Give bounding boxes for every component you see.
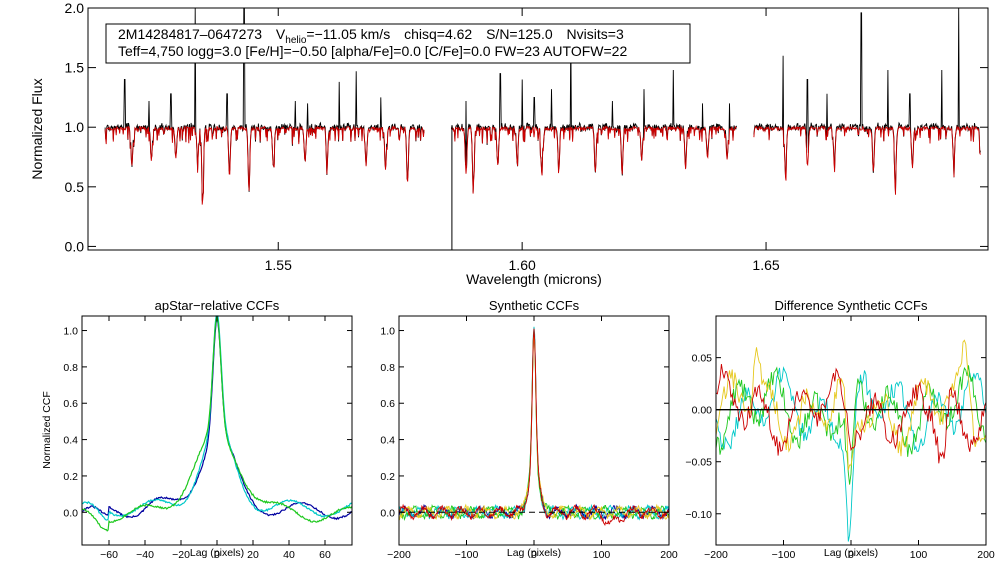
- ccf-synthetic-ytick-label: 0.2: [380, 471, 395, 483]
- nvisits: Nvisits=3: [567, 26, 624, 42]
- ccf-apstar-visit-3: [81, 316, 353, 532]
- spectrum-traces: [104, 7, 981, 250]
- ccf-synthetic-xtick-label: −100: [455, 549, 479, 561]
- ccf-synthetic-ticks: −200 −100 0 100 200 0.0 0.2 0.4 0.6 0.8 1.0: [380, 316, 678, 561]
- ccf-difference-xtick-label: −200: [704, 549, 728, 561]
- ccf-difference-ytick-label: 0.05: [692, 353, 713, 365]
- spectrum-ytick-label: 2.0: [65, 0, 85, 16]
- ccf-difference-xtick-label: 100: [910, 549, 928, 561]
- ccf-synthetic-ytick-label: 1.0: [380, 326, 395, 338]
- ccf-apstar-ytick-label: 0.2: [63, 471, 78, 483]
- ccf-apstar-ytick-label: 0.6: [63, 398, 78, 410]
- ccf-synthetic-ytick-label: 0.0: [380, 507, 395, 519]
- vhelio-label: V: [276, 26, 286, 42]
- ccf-apstar-xtick-label: 0: [214, 549, 220, 561]
- ccf-difference-ytick-label: −0.10: [685, 509, 712, 521]
- spectrum-model-chip-1: [104, 125, 425, 205]
- ccf-difference-xlabel: Lag (pixels): [824, 547, 878, 559]
- vhelio-value: =−11.05 km/s: [306, 26, 390, 42]
- ccf-apstar-xtick-label: −20: [172, 549, 190, 561]
- spectrum-ytick-label: 1.0: [65, 119, 85, 135]
- ccf-synthetic-visit-1: [398, 333, 670, 521]
- ccf-synthetic-ytick-label: 0.8: [380, 362, 395, 374]
- ccf-apstar-visit-1: [81, 318, 353, 521]
- ccf-apstar-xlabel: Lag (pixels): [190, 547, 244, 559]
- ccf-synthetic-visit-2: [398, 326, 670, 521]
- ccf-apstar-ticks: −60 −40 −20 0 20 40 60 0.0 0.2 0.4 0.6 0.8 1.0: [63, 316, 352, 561]
- snr: S/N=125.0: [486, 26, 553, 42]
- info-line-2: Teff=4,750 logg=3.0 [Fe/H]=−0.50 [alpha/…: [118, 43, 627, 59]
- spectrum-xtick-label: 1.60: [509, 257, 536, 273]
- ccf-synthetic-xtick-label: 200: [660, 549, 678, 561]
- ccf-apstar-xtick-label: 60: [319, 549, 331, 561]
- spectrum-xlabel: Wavelength (microns): [466, 271, 602, 287]
- spectrum-ytick-label: 1.5: [65, 60, 85, 76]
- spectrum-observed-chip-3: [753, 7, 981, 193]
- ccf-difference-traces: [715, 339, 987, 542]
- info-box-frame: [105, 23, 691, 64]
- spectrum-model-chip-2: [450, 125, 737, 194]
- ccf-synthetic-visit-4: [398, 337, 670, 521]
- ccf-apstar-ytick-label: 0.4: [63, 435, 78, 447]
- chisq: chisq=4.62: [404, 26, 472, 42]
- ccf-apstar-traces: [81, 315, 353, 532]
- ccf-synthetic-xtick-label: 100: [593, 549, 611, 561]
- ccf-synthetic-xlabel: Lag (pixels): [507, 547, 561, 559]
- ccf-synthetic-xtick-label: 0: [531, 549, 537, 561]
- ccf-apstar-panel: apStar−relative CCFs −60 −40 −20 0 20 40 60 0.0…: [41, 298, 353, 561]
- ccf-difference-visit-1: [715, 366, 987, 542]
- ccf-difference-panel: Difference Synthetic CCFs −200 −100 0 100 20…: [685, 298, 994, 561]
- ccf-difference-xtick-label: 200: [977, 549, 995, 561]
- info-box: 2M14284817–0647273 Vhelio=−11.05 km/s ch…: [105, 23, 691, 64]
- ccf-synthetic-title: Synthetic CCFs: [489, 298, 580, 313]
- ccf-difference-visit-3: [715, 339, 987, 471]
- spectrum-model-chip-3: [753, 125, 981, 195]
- ccf-difference-ytick-label: −0.05: [685, 457, 712, 469]
- ccf-difference-ytick-label: 0.00: [692, 405, 713, 417]
- ccf-apstar-ylabel: Normalized CCF: [41, 391, 53, 469]
- spectrum-frame: [87, 7, 989, 251]
- ccf-apstar-xtick-label: 20: [247, 549, 259, 561]
- ccf-synthetic-ytick-label: 0.6: [380, 398, 395, 410]
- ccf-synthetic-xtick-label: −200: [387, 549, 411, 561]
- vhelio-sub: helio: [285, 35, 307, 46]
- ccf-difference-xtick-label: −100: [772, 549, 796, 561]
- spectrum-ytick-label: 0.0: [65, 238, 85, 254]
- ccf-apstar-xtick-label: −60: [100, 549, 118, 561]
- spectrum-ytick-label: 0.5: [65, 179, 85, 195]
- info-line-1: 2M14284817–0647273 Vhelio=−11.05 km/s ch…: [118, 26, 624, 46]
- star-id: 2M14284817–0647273: [118, 26, 262, 42]
- ccf-difference-visit-2: [715, 365, 987, 485]
- ccf-apstar-ytick-label: 0.0: [63, 507, 78, 519]
- ccf-difference-visit-4: [715, 364, 987, 464]
- spectrum-ticks: 1.55 1.60 1.65 0.0 0.5 1.0 1.5 2.0: [65, 0, 988, 273]
- spectrum-panel: 1.55 1.60 1.65 0.0 0.5 1.0 1.5 2.0 Wavelength (…: [29, 0, 989, 287]
- ccf-difference-title: Difference Synthetic CCFs: [775, 298, 928, 313]
- ccf-synthetic-visit-3: [398, 330, 670, 521]
- spectrum-xtick-label: 1.65: [752, 257, 779, 273]
- ccf-difference-xtick-label: 0: [848, 549, 854, 561]
- ccf-synthetic-ytick-label: 0.4: [380, 435, 395, 447]
- spectrum-xtick-label: 1.55: [265, 257, 292, 273]
- ccf-synthetic-visit-5: [398, 328, 670, 526]
- ccf-apstar-xtick-label: 40: [283, 549, 295, 561]
- spectrum-ylabel: Normalized Flux: [29, 78, 45, 179]
- ccf-synthetic-traces: [398, 326, 670, 526]
- ccf-apstar-ytick-label: 1.0: [63, 326, 78, 338]
- ccf-apstar-xtick-label: −40: [136, 549, 154, 561]
- ccf-synthetic-panel: Synthetic CCFs −200 −100 0 100 200 0.0 0.2 0.4 0…: [380, 298, 678, 561]
- ccf-apstar-visit-2: [81, 315, 353, 521]
- ccf-apstar-title: apStar−relative CCFs: [155, 298, 280, 313]
- ccf-difference-ticks: −200 −100 0 100 200 −0.10 −0.05 0.00 0.05: [685, 316, 995, 561]
- ccf-apstar-ytick-label: 0.8: [63, 362, 78, 374]
